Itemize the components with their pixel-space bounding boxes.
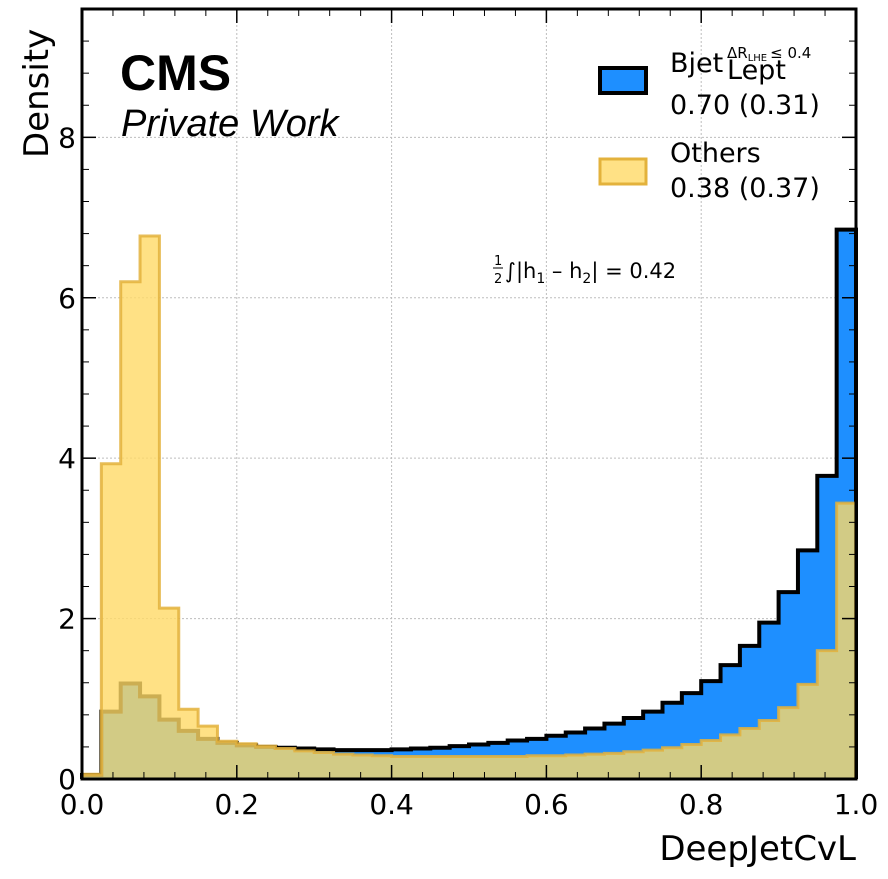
x-tick-label: 0.6 (524, 788, 569, 821)
annotation-sub1: 1 (536, 271, 545, 287)
plot-frame (80, 7, 858, 781)
legend-bjet-sup-cond: ≤ 0.4 (770, 44, 811, 62)
legend-bjet-sub: Lept (727, 55, 786, 86)
y-axis-title: Density (17, 29, 57, 158)
series-others-outline (80, 234, 858, 779)
legend-value-bjet: 0.70 (0.31) (670, 90, 820, 121)
annotation-tail: | = 0.42 (591, 259, 676, 284)
overlap-annotation: 1 2 ∫|h1 – h2| = 0.42 (493, 254, 676, 287)
legend: Bjet ΔRLHE ≤ 0.4 Lept 0.70 (0.31) Others … (598, 44, 820, 204)
annotation-frac-num: 1 (494, 254, 502, 269)
legend-value-others: 0.38 (0.37) (670, 173, 820, 204)
x-tick-label: 0.4 (369, 788, 414, 821)
legend-bjet-sup: ΔRLHE ≤ 0.4 (727, 44, 811, 64)
annotation-text: ∫|h1 – h2| = 0.42 (505, 259, 676, 287)
histogram-bars (80, 227, 858, 780)
legend-label-bjet: Bjet (670, 48, 723, 79)
x-tick-label: 0.8 (679, 788, 724, 821)
y-tick-label: 0 (58, 763, 76, 796)
cms-label: CMS (120, 45, 231, 101)
grid-lines (82, 9, 856, 779)
x-tick-label: 0.0 (60, 788, 105, 821)
legend-bjet-main: Bjet (670, 48, 723, 79)
y-tick-label: 6 (58, 282, 76, 315)
legend-label-others: Others (670, 138, 761, 169)
annotation-frac-den: 2 (494, 272, 502, 287)
y-tick-label: 4 (58, 442, 76, 475)
x-axis-title: DeepJetCvL (659, 829, 856, 869)
legend-swatch-others (598, 157, 648, 186)
x-tick-label: 0.2 (215, 788, 260, 821)
legend-swatch-bjet (598, 66, 648, 95)
annotation-mid: – h (545, 259, 582, 283)
annotation-sub2: 2 (582, 271, 591, 287)
legend-bjet-sup-sub: LHE (748, 53, 767, 64)
axis-tick-labels: 0.0 0.2 0.4 0.6 0.8 1.0 0 2 4 6 8 (58, 121, 878, 821)
y-tick-label: 2 (58, 603, 76, 636)
y-tick-label: 8 (58, 121, 76, 154)
x-tick-label: 1.0 (834, 788, 879, 821)
private-work-label: Private Work (121, 103, 340, 145)
